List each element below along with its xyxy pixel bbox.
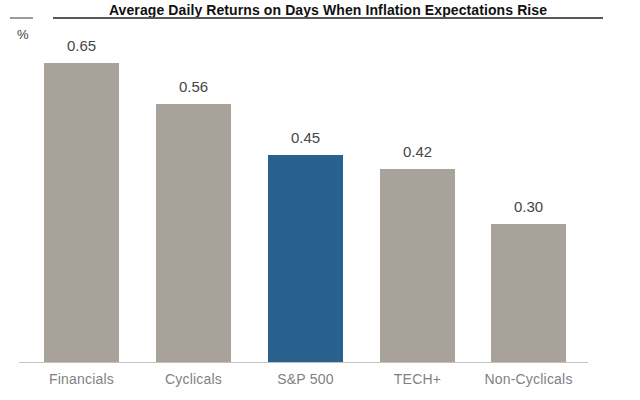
value-label-non-cyclicals: 0.30 (491, 198, 566, 215)
value-label-tech: 0.42 (380, 143, 455, 160)
value-label-financials: 0.65 (44, 37, 119, 54)
category-label-non-cyclicals: Non-Cyclicals (461, 371, 596, 387)
bar-chart: Average Daily Returns on Days When Infla… (0, 0, 640, 400)
value-label-cyclicals: 0.56 (156, 78, 231, 95)
bar-s-p-500 (268, 155, 343, 362)
bar-financials (44, 63, 119, 362)
x-axis-line (19, 362, 588, 363)
value-label-s-p-500: 0.45 (268, 129, 343, 146)
bar-cyclicals (156, 104, 231, 362)
bar-tech (380, 169, 455, 362)
bar-non-cyclicals (491, 224, 566, 362)
plot-area: 0.65Financials0.56Cyclicals0.45S&P 5000.… (0, 0, 640, 400)
